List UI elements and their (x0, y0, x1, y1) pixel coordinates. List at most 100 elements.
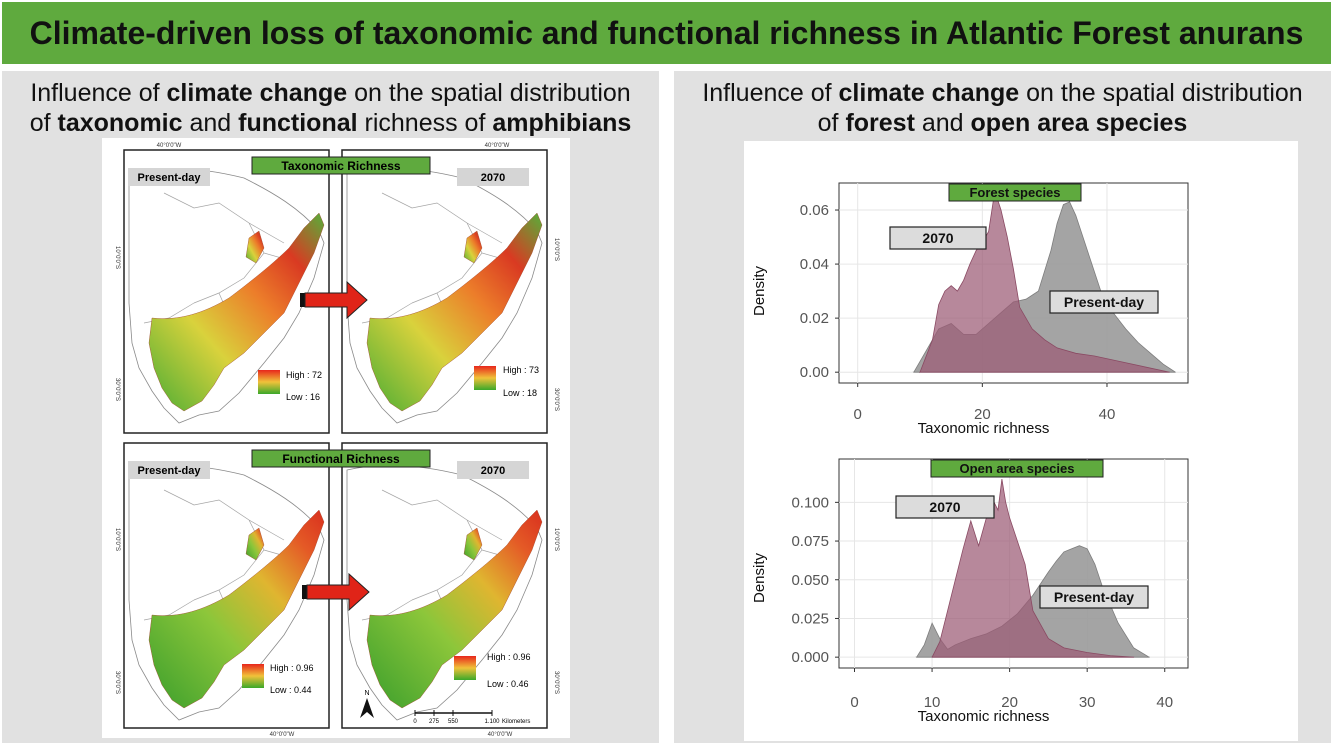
legend-low: Low : 0.46 (487, 679, 529, 689)
legend-gradient (242, 664, 264, 688)
heading-text: on the spatial distribution (347, 79, 631, 107)
scale-tick: 0 (413, 719, 417, 725)
scale-tick: 1.100 (484, 719, 500, 725)
y-tick-label: 0.050 (791, 572, 829, 589)
functional-section-label: Functional Richness (282, 452, 400, 466)
series-label-box (1049, 290, 1159, 314)
scale-tick: 275 (429, 719, 440, 725)
coordinate-label: 40°0'0"W (488, 732, 513, 738)
x-tick-label: 20 (974, 406, 991, 423)
arrow-right-icon (300, 280, 368, 320)
series-area-2070 (931, 479, 1135, 658)
density-chart-0: 0 20 40 0.00 0.02 0.04 0.06 Taxonomic richness D… (751, 182, 1189, 437)
series-label-box (889, 226, 987, 250)
legend-high: High : 0.96 (487, 652, 531, 662)
heading-text: and (182, 109, 239, 137)
series-label: 2070 (922, 230, 953, 246)
y-tick-label: 0.02 (800, 310, 829, 327)
x-axis-title: Taxonomic richness (918, 420, 1050, 437)
scale-unit: Kilometers (502, 719, 530, 725)
right-panel: Influence of climate change on the spati… (674, 71, 1331, 743)
coordinate-label: 10°0'0"S (553, 238, 559, 261)
coordinate-label: 30°0'0"S (553, 388, 559, 411)
heading-bold-text: open area species (970, 109, 1188, 137)
heading-bold-text: forest (845, 109, 915, 137)
coordinate-label: 10°0'0"S (114, 528, 120, 551)
series-label: Present-day (1054, 589, 1134, 605)
taxonomic-section-label-box (251, 156, 431, 175)
y-tick-label: 0.00 (800, 364, 829, 381)
x-tick-label: 40 (1156, 694, 1173, 711)
x-axis-title: Taxonomic richness (918, 708, 1050, 725)
north-label: N (364, 690, 369, 697)
series-label-box (895, 495, 995, 519)
x-tick-label: 30 (1079, 694, 1096, 711)
present-day-label: Present-day (138, 465, 202, 477)
legend-high: High : 72 (286, 370, 322, 380)
map-functional-present: Present-day High : 0.96 Low : 0.44 (123, 442, 330, 729)
coordinate-label: 10°0'0"S (114, 246, 120, 269)
x-tick-label: 10 (924, 694, 941, 711)
right-panel-heading: Influence of climate change on the spati… (674, 78, 1331, 138)
chart-title-box (930, 459, 1104, 478)
density-charts: 0 20 40 0.00 0.02 0.04 0.06 Taxonomic richness D… (744, 141, 1298, 741)
x-tick-label: 20 (1001, 694, 1018, 711)
legend-low: Low : 16 (286, 392, 320, 402)
series-label-box (1039, 585, 1149, 609)
series-area-2070 (919, 190, 1170, 374)
x-tick-label: 0 (850, 694, 858, 711)
legend-low: Low : 18 (503, 388, 537, 398)
coordinate-label: 10°0'0"S (553, 528, 559, 551)
heading-bold-text: amphibians (492, 109, 632, 137)
heading-text: richness of (357, 109, 493, 137)
x-tick-label: 0 (854, 406, 862, 423)
scale-bar: 0 275 550 1.100 Kilometers (413, 710, 530, 725)
y-tick-label: 0.100 (791, 494, 829, 511)
future-label: 2070 (481, 172, 505, 184)
legend-high: High : 73 (503, 365, 539, 375)
map-taxonomic-present: Present-day High : 72 Low : 16 (123, 149, 330, 434)
chart-title-box (948, 183, 1082, 202)
chart-title: Forest species (969, 185, 1060, 200)
legend-low: Low : 0.44 (270, 685, 312, 695)
heading-text: on the spatial distribution (1019, 79, 1303, 107)
y-tick-label: 0.075 (791, 533, 829, 550)
heading-text: of (817, 109, 846, 137)
series-label: Present-day (1064, 294, 1144, 310)
page-title: Climate-driven loss of taxonomic and fun… (29, 14, 1304, 51)
coordinate-label: 30°0'0"S (114, 378, 120, 401)
y-tick-label: 0.000 (791, 649, 829, 666)
future-label: 2070 (481, 465, 505, 477)
y-tick-label: 0.06 (800, 202, 829, 219)
functional-section-label-box (251, 449, 431, 468)
series-area-present-day (915, 545, 1150, 658)
north-arrow-icon: N (360, 690, 374, 718)
maps-svg: Present-day High : 72 Low : 16 2070 High… (114, 143, 559, 738)
taxonomic-section-label: Taxonomic Richness (281, 159, 400, 173)
series-label: 2070 (929, 499, 960, 515)
coordinate-label: 40°0'0"W (157, 143, 182, 149)
maps-figure: Present-day High : 72 Low : 16 2070 High… (102, 138, 570, 738)
heading-text: Influence of (702, 79, 839, 107)
density-chart-1: 0 10 20 30 40 0.000 0.025 0.050 0.075 0.100 Taxono… (751, 458, 1189, 725)
heading-bold-text: climate change (166, 79, 348, 107)
heading-bold-text: functional (238, 109, 358, 137)
x-tick-label: 40 (1099, 406, 1116, 423)
legend-gradient (454, 656, 476, 680)
coordinate-label: 40°0'0"W (270, 732, 295, 738)
y-axis-title: Density (751, 265, 768, 316)
left-panel: Influence of climate change on the spati… (2, 71, 659, 743)
y-tick-label: 0.04 (800, 256, 829, 273)
coordinate-label: 30°0'0"S (553, 671, 559, 694)
legend-gradient (258, 370, 280, 394)
coordinate-label: 40°0'0"W (485, 143, 510, 149)
left-panel-heading: Influence of climate change on the spati… (2, 78, 659, 138)
coordinate-label: 30°0'0"S (114, 671, 120, 694)
density-charts-svg: 0 20 40 0.00 0.02 0.04 0.06 Taxonomic richness D… (751, 182, 1189, 725)
y-axis-title: Density (751, 552, 768, 603)
arrow-right-icon (302, 572, 370, 612)
heading-text: Influence of (30, 79, 167, 107)
heading-bold-text: climate change (838, 79, 1020, 107)
title-banner: Climate-driven loss of taxonomic and fun… (2, 2, 1331, 64)
heading-bold-text: taxonomic (57, 109, 183, 137)
